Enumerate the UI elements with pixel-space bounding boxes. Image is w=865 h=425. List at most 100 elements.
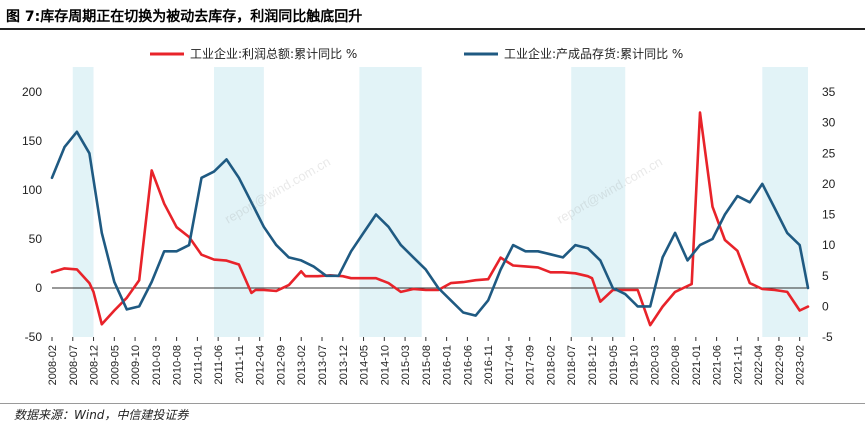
x-tick-label: 2021-01 <box>691 345 703 385</box>
profit-point <box>761 288 764 290</box>
x-tick-label: 2011-11 <box>234 345 246 384</box>
x-tick-label: 2011-06 <box>213 345 225 385</box>
inventory-point <box>375 213 377 216</box>
inventory-point <box>624 293 627 295</box>
profit-point <box>724 239 726 241</box>
inventory-point <box>574 244 577 247</box>
profit-point <box>624 289 627 291</box>
profit-point <box>649 324 652 327</box>
x-tick-label: 2022-04 <box>753 345 765 385</box>
inventory-point <box>661 256 664 259</box>
inventory-point <box>487 299 490 302</box>
x-tick-label: 2008-07 <box>68 345 80 385</box>
inventory-point <box>200 176 203 179</box>
profit-point <box>250 292 253 294</box>
inventory-point <box>686 259 689 262</box>
profit-point <box>400 291 402 293</box>
left-tick-label: -50 <box>25 330 43 344</box>
left-tick-label: 150 <box>22 134 42 148</box>
x-tick-label: 2018-02 <box>545 345 557 385</box>
inventory-point <box>63 146 66 148</box>
profit-point <box>76 268 78 271</box>
profit-point <box>163 202 166 205</box>
inventory-point <box>175 250 178 253</box>
profit-point <box>300 270 303 273</box>
profit-point <box>175 226 178 229</box>
x-tick-label: 2018-12 <box>587 345 599 385</box>
profit-point <box>287 284 290 286</box>
inventory-point <box>312 265 315 268</box>
profit-point <box>375 277 377 280</box>
profit-point <box>51 271 53 274</box>
profit-point <box>524 265 527 268</box>
profit-point <box>798 309 801 312</box>
profit-point <box>341 275 344 278</box>
inventory-point <box>150 281 153 283</box>
profit-point <box>499 256 502 259</box>
profit-point <box>200 253 203 256</box>
profit-point <box>63 267 66 270</box>
profit-point <box>736 249 739 252</box>
inventory-point <box>387 225 390 228</box>
inventory-point <box>499 268 502 271</box>
inventory-point <box>711 238 714 240</box>
inventory-point <box>798 244 801 247</box>
inventory-point <box>537 250 539 253</box>
profit-point <box>350 277 352 280</box>
profit-point <box>225 259 228 262</box>
shaded-period-1 <box>214 67 264 337</box>
inventory-point <box>100 232 103 234</box>
profit-point <box>748 282 751 284</box>
x-tick-label: 2014-05 <box>359 345 371 385</box>
inventory-point <box>549 253 552 256</box>
profit-point <box>512 264 514 267</box>
x-tick-label: 2021-06 <box>712 345 724 385</box>
inventory-point <box>524 250 527 253</box>
inventory-point <box>262 225 265 228</box>
inventory-point <box>674 232 676 234</box>
legend-label-profit: 工业企业:利润总额:累计同比 % <box>190 46 357 61</box>
profit-point <box>549 271 552 274</box>
series <box>50 111 810 327</box>
inventory-point <box>736 195 739 198</box>
profit-point <box>238 263 240 266</box>
inventory-point <box>225 158 228 161</box>
inventory-point <box>437 287 440 289</box>
inventory-point <box>586 247 589 250</box>
x-tick-label: 2015-08 <box>421 345 433 385</box>
x-tick-label: 2010-03 <box>151 345 163 385</box>
inventory-point <box>300 259 303 262</box>
inventory-point <box>113 281 116 283</box>
profit-point <box>449 282 452 284</box>
x-tick-label: 2017-09 <box>525 345 537 385</box>
profit-point <box>562 271 564 274</box>
profit-point <box>661 305 664 308</box>
x-tick-label: 2015-03 <box>400 345 412 385</box>
profit-point <box>412 288 415 290</box>
legend: 工业企业:利润总额:累计同比 % 工业企业:产成品存货:累计同比 % <box>150 46 683 61</box>
profit-point <box>254 289 257 291</box>
x-tick-label: 2013-12 <box>338 345 350 385</box>
profit-point <box>807 305 809 308</box>
inventory-point <box>400 244 402 247</box>
inventory-point <box>188 244 191 247</box>
profit-point <box>88 282 91 284</box>
right-tick-label: -5 <box>822 330 833 344</box>
x-tick-label: 2013-02 <box>296 345 308 385</box>
inventory-point <box>213 170 215 173</box>
profit-point <box>275 290 278 292</box>
profit-point <box>462 281 465 283</box>
profit-point <box>599 300 602 303</box>
inventory-point <box>362 232 365 234</box>
profit-point <box>699 111 701 114</box>
x-tick-label: 2020-03 <box>649 345 661 385</box>
inventory-point <box>562 256 564 259</box>
x-tick-label: 2012-09 <box>275 345 287 385</box>
x-tick-label: 2009-10 <box>130 345 142 385</box>
profit-point <box>362 277 365 280</box>
profit-point <box>92 291 95 293</box>
inventory-point <box>773 207 776 210</box>
inventory-point <box>337 274 340 277</box>
profit-point <box>487 278 490 281</box>
